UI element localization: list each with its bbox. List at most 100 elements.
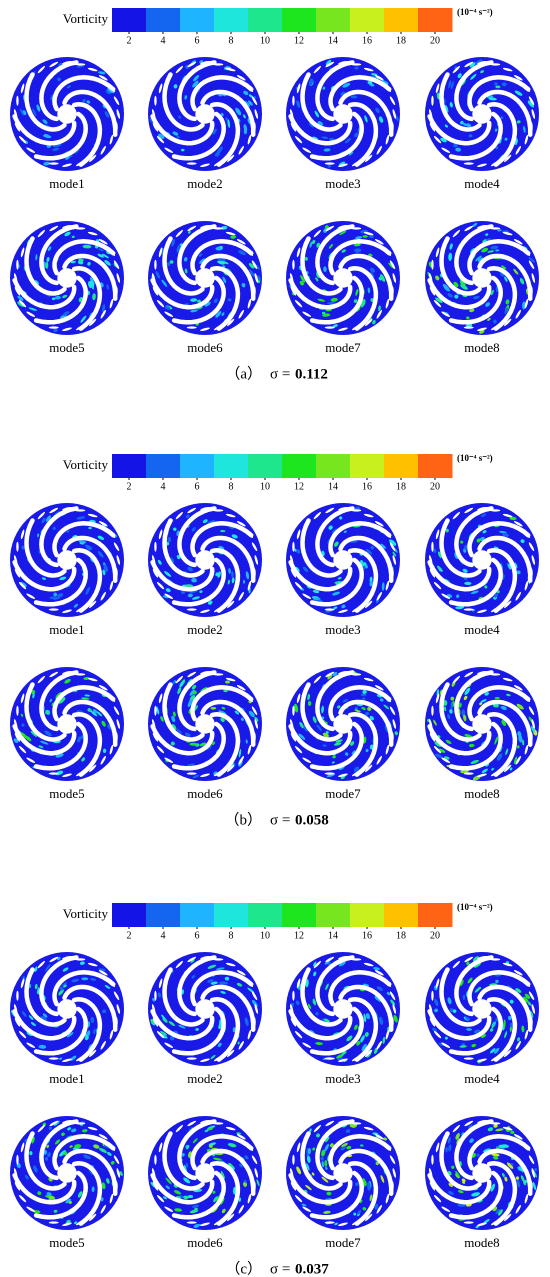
- vortex-spot: [83, 1154, 91, 1160]
- slit: [313, 960, 321, 969]
- hub: [195, 999, 215, 1019]
- vortex-spot: [515, 1176, 520, 1180]
- slit: [75, 958, 86, 961]
- colorbar-segment: [384, 903, 419, 927]
- vortex-spot: [449, 1008, 454, 1013]
- vortex-spot: [74, 1221, 78, 1225]
- slit: [464, 225, 474, 232]
- colorbar-segment: [418, 8, 453, 32]
- vortex-spot: [433, 719, 437, 726]
- vortex-spot: [213, 298, 218, 304]
- slit: [36, 602, 47, 607]
- vortex-spot: [362, 235, 368, 238]
- slit: [187, 1120, 197, 1127]
- blade: [150, 724, 215, 756]
- slit: [26, 593, 36, 599]
- slit: [290, 122, 297, 132]
- mode-label: mode2: [187, 176, 222, 191]
- blade: [288, 560, 353, 592]
- vortex-spot: [61, 982, 68, 987]
- slit: [18, 1195, 27, 1203]
- vortex-spot: [97, 253, 104, 258]
- vortex-spot: [367, 1181, 371, 1191]
- vortex-spot: [248, 710, 255, 718]
- slit: [14, 1181, 21, 1191]
- hub: [333, 104, 353, 124]
- slit: [186, 772, 197, 775]
- slit: [156, 1195, 165, 1203]
- impeller: [148, 57, 262, 171]
- vortex-spot: [487, 317, 491, 321]
- vortex-spot: [227, 579, 230, 585]
- vortex-spot: [466, 961, 470, 966]
- slit: [443, 519, 449, 529]
- slit: [75, 606, 85, 613]
- vortex-spot: [102, 104, 107, 109]
- slit: [429, 568, 436, 578]
- slit: [175, 65, 183, 74]
- vortex-spot: [221, 312, 225, 316]
- vortex-spot: [339, 230, 347, 236]
- vortex-spot: [513, 268, 519, 275]
- slit: [152, 286, 159, 296]
- slit: [443, 683, 449, 693]
- slit: [115, 1017, 118, 1028]
- blade: [39, 224, 79, 286]
- vortex-spot: [243, 114, 246, 119]
- slit: [389, 260, 396, 270]
- blade: [24, 967, 67, 1027]
- slit: [515, 1204, 521, 1214]
- slit: [36, 1215, 47, 1220]
- vortex-spot: [218, 245, 223, 249]
- vortex-spot: [509, 516, 517, 521]
- slit: [213, 1219, 223, 1226]
- blade: [347, 548, 379, 613]
- blade: [486, 1161, 518, 1226]
- slit: [504, 600, 512, 609]
- vortex-spot: [296, 549, 301, 554]
- blade: [209, 1161, 241, 1226]
- slit: [227, 600, 235, 609]
- slit: [531, 109, 536, 119]
- vortex-spot: [35, 254, 38, 261]
- blade: [454, 224, 494, 286]
- caption-label: （b）: [224, 811, 262, 828]
- colorbar-segment: [316, 903, 351, 927]
- blade: [288, 278, 353, 310]
- slit: [513, 75, 523, 81]
- vortex-spot: [516, 745, 520, 749]
- vortex-spot: [478, 1199, 483, 1203]
- vortex-spot: [487, 250, 495, 253]
- vortex-spot: [52, 596, 61, 600]
- vortex-spot: [321, 1160, 325, 1168]
- blade: [486, 102, 518, 167]
- slit: [515, 591, 521, 601]
- slit: [213, 160, 223, 167]
- slit: [75, 1122, 86, 1125]
- colorbar-segment: [282, 454, 317, 478]
- slit: [441, 147, 451, 153]
- vortex-spot: [63, 1151, 68, 1156]
- colorbar-tick-label: 8: [229, 930, 234, 941]
- vortex-spot: [349, 1123, 353, 1128]
- slit: [530, 1181, 533, 1192]
- blade: [486, 997, 518, 1062]
- slit: [18, 746, 27, 754]
- vortex-spot: [107, 87, 115, 94]
- vortex-spot: [447, 714, 451, 720]
- slit: [75, 227, 86, 230]
- vortex-spot: [465, 123, 472, 128]
- hub: [195, 714, 215, 734]
- slit: [391, 122, 394, 133]
- slit: [187, 671, 197, 678]
- slit: [374, 521, 384, 527]
- vortex-spot: [482, 530, 487, 534]
- slit: [100, 309, 106, 319]
- blade: [200, 535, 256, 583]
- slit: [62, 1119, 72, 1124]
- slit: [490, 160, 500, 167]
- vortex-spot: [528, 257, 536, 263]
- slit: [116, 555, 121, 565]
- vortex-spot: [172, 680, 175, 686]
- impeller: [425, 952, 539, 1066]
